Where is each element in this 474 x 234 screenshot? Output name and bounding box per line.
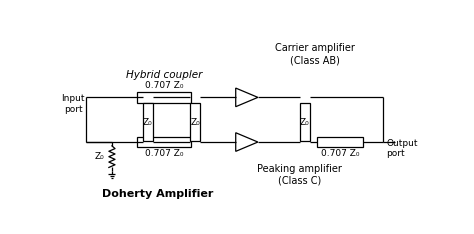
Text: 0.707 Z₀: 0.707 Z₀	[320, 149, 359, 158]
Text: Z₀: Z₀	[143, 117, 153, 127]
Bar	[143, 103, 153, 141]
Text: Peaking amplifier
(Class C): Peaking amplifier (Class C)	[257, 164, 342, 186]
Polygon shape	[236, 133, 258, 151]
Text: Output
port: Output port	[386, 139, 418, 158]
Text: Input
port: Input port	[62, 94, 85, 114]
Bar	[317, 137, 363, 147]
Bar	[190, 103, 201, 141]
Bar	[137, 92, 191, 103]
Text: Z₀: Z₀	[300, 117, 310, 127]
Text: Doherty Amplifier: Doherty Amplifier	[102, 189, 213, 199]
Bar	[300, 103, 310, 141]
Text: Hybrid coupler: Hybrid coupler	[126, 70, 202, 80]
Text: Z₀: Z₀	[94, 152, 104, 161]
Text: 0.707 Z₀: 0.707 Z₀	[145, 149, 183, 158]
Bar	[137, 137, 191, 147]
Text: Carrier amplifier
(Class AB): Carrier amplifier (Class AB)	[275, 44, 355, 65]
Text: Z₀: Z₀	[191, 117, 200, 127]
Text: 0.707 Z₀: 0.707 Z₀	[145, 81, 183, 91]
Polygon shape	[236, 88, 258, 107]
